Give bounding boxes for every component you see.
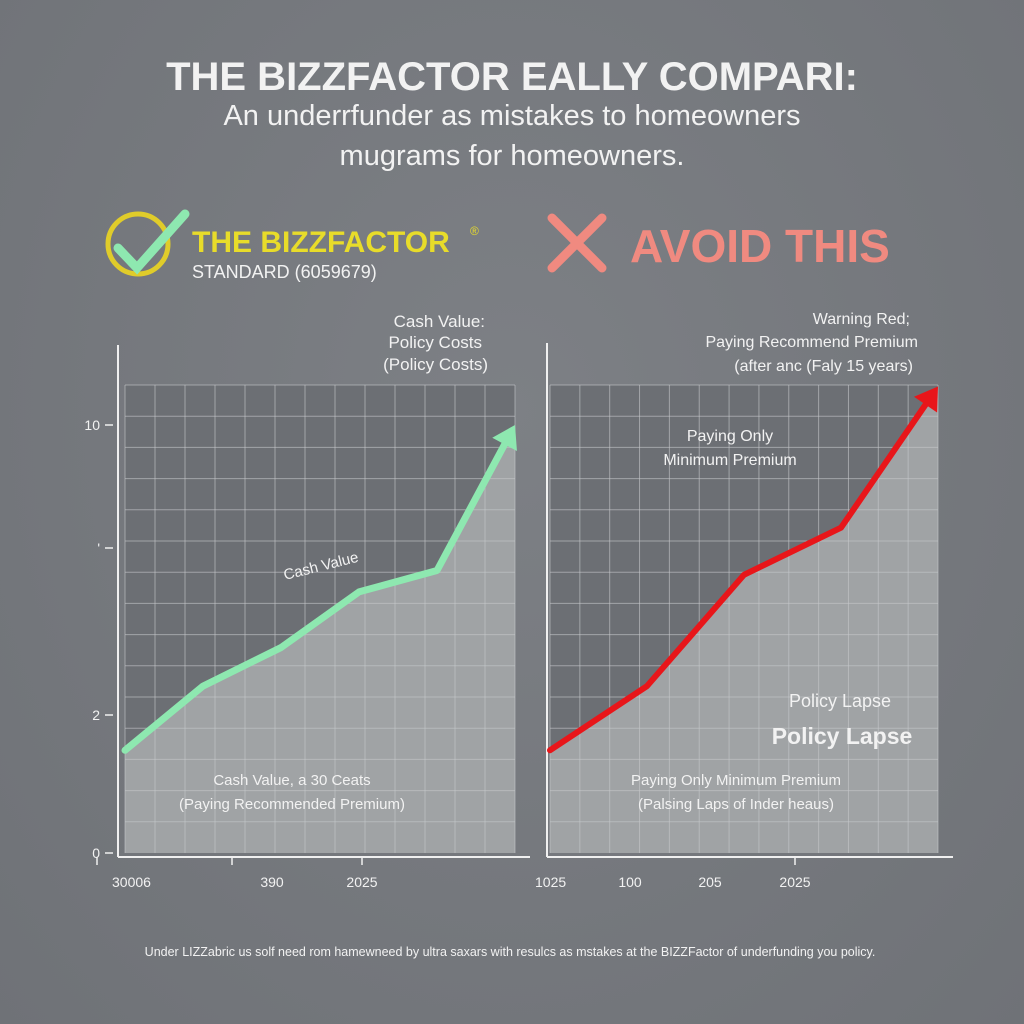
arrow-head xyxy=(914,386,938,413)
x-cross-icon xyxy=(547,213,607,273)
policy-lapse-large: Policy Lapse xyxy=(772,723,913,749)
right-bottom-note-2: (Palsing Laps of Inder heaus) xyxy=(638,796,834,813)
subtitle-line-2: mugrams for homeowners. xyxy=(340,140,685,172)
x-tick-label: 2025 xyxy=(346,874,377,890)
left-bottom-note-1: Cash Value, a 30 Ceats xyxy=(213,772,370,789)
series-line xyxy=(121,440,509,754)
left-panel-subtitle: STANDARD (6059679) xyxy=(192,262,377,282)
charts: 30006 390 2025 0 2 ' 10 1025 100 205 2025 xyxy=(84,343,953,890)
right-mid-note-1: Paying Only xyxy=(687,428,773,445)
left-panel-title: THE BIZZFACTOR xyxy=(192,226,450,259)
y-tick-label: 2 xyxy=(92,707,100,723)
check-circle-icon xyxy=(105,209,190,277)
right-panel-title: AVOID THIS xyxy=(630,220,890,272)
page-title: THE BIZZFACTOR EALLY COMPARI: xyxy=(166,55,858,99)
left-annotation-2: Policy Costs xyxy=(388,333,482,352)
y-tick-label: 0 xyxy=(92,845,100,861)
area-fill xyxy=(125,425,515,853)
subtitle-line-1: An underrfunder as mistakes to homeowner… xyxy=(223,100,800,132)
policy-lapse-small: Policy Lapse xyxy=(789,691,891,711)
area-fill xyxy=(550,386,938,853)
footer-text: Under LIZZabric us solf need rom hamewne… xyxy=(145,945,876,959)
right-annotation-1: Warning Red; xyxy=(813,311,910,328)
x-tick-label: 2025 xyxy=(779,874,810,890)
right-mid-note-2: Minimum Premium xyxy=(663,452,796,469)
x-tick-label: 30006 xyxy=(112,874,151,890)
y-tick-label: 10 xyxy=(84,417,100,433)
right-annotation-2: Paying Recommend Premium xyxy=(705,334,918,351)
x-tick-label: 100 xyxy=(618,874,642,890)
x-tick-label: 390 xyxy=(260,874,284,890)
left-annotation-1: Cash Value: xyxy=(394,312,485,331)
y-tick-label: ' xyxy=(97,540,100,556)
left-annotation-3: (Policy Costs) xyxy=(383,355,488,374)
right-annotation-3: (after anc (Faly 15 years) xyxy=(734,358,913,375)
right-bottom-note-1: Paying Only Minimum Premium xyxy=(631,772,841,789)
x-tick-label: 205 xyxy=(698,874,722,890)
left-bottom-note-2: (Paying Recommended Premium) xyxy=(179,796,405,813)
x-tick-label: 1025 xyxy=(535,874,566,890)
registered-mark: ® xyxy=(470,224,479,238)
arrow-head xyxy=(492,425,517,452)
